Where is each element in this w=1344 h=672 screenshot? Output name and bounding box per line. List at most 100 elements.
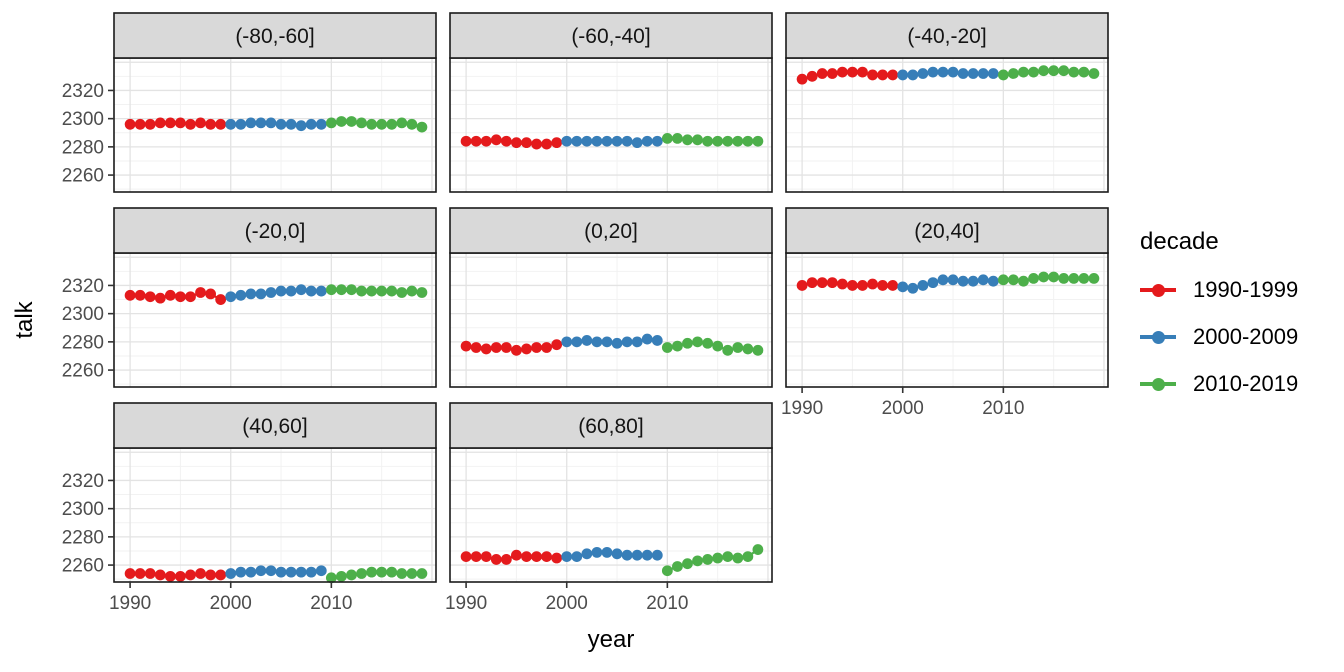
y-tick-label: 2260 (62, 556, 104, 577)
data-point (907, 282, 919, 294)
data-point (134, 568, 146, 579)
data-point (336, 116, 347, 127)
point-glyph-icon (1151, 283, 1165, 297)
data-point (541, 342, 552, 353)
data-point (396, 287, 408, 298)
data-point (692, 134, 703, 146)
y-tick-label: 2300 (62, 499, 104, 520)
data-point (376, 566, 388, 578)
data-point (531, 551, 542, 563)
data-point (836, 278, 848, 290)
data-point (651, 135, 663, 147)
data-point (134, 289, 146, 301)
data-point (867, 278, 878, 290)
data-point (867, 69, 878, 81)
data-point (531, 342, 542, 353)
data-point (1048, 65, 1060, 77)
data-point (356, 568, 367, 579)
data-point (641, 333, 653, 345)
data-point (531, 138, 542, 150)
data-point (205, 288, 217, 300)
data-point (702, 135, 713, 147)
data-point (295, 566, 307, 578)
y-tick-label: 2300 (62, 304, 104, 325)
data-point (215, 569, 227, 581)
data-point (722, 344, 734, 356)
data-point (897, 281, 909, 293)
data-point (366, 566, 377, 578)
data-point (315, 118, 327, 130)
data-point (661, 565, 673, 577)
data-point (692, 555, 703, 567)
data-point (500, 554, 512, 565)
data-point (195, 287, 206, 298)
facet-strip (785, 12, 1109, 59)
data-point (551, 339, 563, 351)
data-point (366, 285, 377, 297)
data-point (396, 117, 408, 129)
data-point (571, 551, 583, 563)
data-point (325, 117, 337, 129)
facet-(40,60]: (40,60] 2260 2280 2300 2320 1990 2000 2010 (62, 402, 437, 614)
panel-background (114, 448, 436, 582)
data-point (480, 135, 492, 147)
data-point (285, 566, 297, 578)
data-point (836, 66, 848, 78)
data-point (806, 277, 818, 289)
data-point (826, 68, 838, 79)
data-point (305, 118, 317, 130)
data-point (847, 280, 858, 291)
data-point (470, 342, 482, 353)
data-point (346, 569, 357, 581)
data-point (511, 549, 522, 561)
data-point (195, 568, 206, 579)
data-point (255, 117, 267, 129)
data-point (987, 275, 999, 287)
data-point (1058, 65, 1070, 77)
data-point (144, 118, 156, 130)
data-point (396, 568, 408, 579)
data-point (154, 292, 166, 304)
data-point (591, 546, 603, 558)
data-point (857, 66, 868, 78)
data-point (937, 66, 949, 78)
data-point (480, 551, 492, 563)
data-point (742, 135, 754, 147)
data-point (460, 551, 472, 563)
data-point (907, 69, 919, 81)
data-point (366, 118, 377, 130)
data-point (581, 548, 593, 560)
data-point (897, 69, 909, 81)
data-point (561, 336, 573, 348)
point-glyph-icon (1151, 330, 1165, 344)
data-point (305, 285, 317, 297)
data-point (621, 135, 633, 147)
data-point (154, 117, 166, 129)
data-point (315, 285, 327, 297)
panel-background (450, 253, 772, 387)
data-point (285, 285, 297, 297)
legend-item-label: 2000-2009 (1193, 324, 1299, 349)
data-point (1048, 271, 1060, 283)
data-point (124, 289, 136, 301)
data-point (406, 285, 418, 297)
data-point (947, 274, 959, 286)
data-point (470, 135, 482, 147)
data-point (406, 118, 418, 130)
data-point (857, 280, 868, 291)
data-point (917, 68, 929, 79)
data-point (175, 291, 186, 303)
y-tick-label: 2260 (62, 166, 104, 187)
data-point (1068, 66, 1080, 78)
data-point (225, 568, 237, 579)
data-point (376, 118, 388, 130)
data-point (722, 551, 734, 563)
data-point (742, 343, 754, 355)
y-tick-label: 2280 (62, 527, 104, 548)
data-point (144, 568, 156, 579)
data-point (601, 546, 613, 558)
data-point (712, 340, 724, 352)
x-tick-label: 1990 (445, 593, 487, 614)
